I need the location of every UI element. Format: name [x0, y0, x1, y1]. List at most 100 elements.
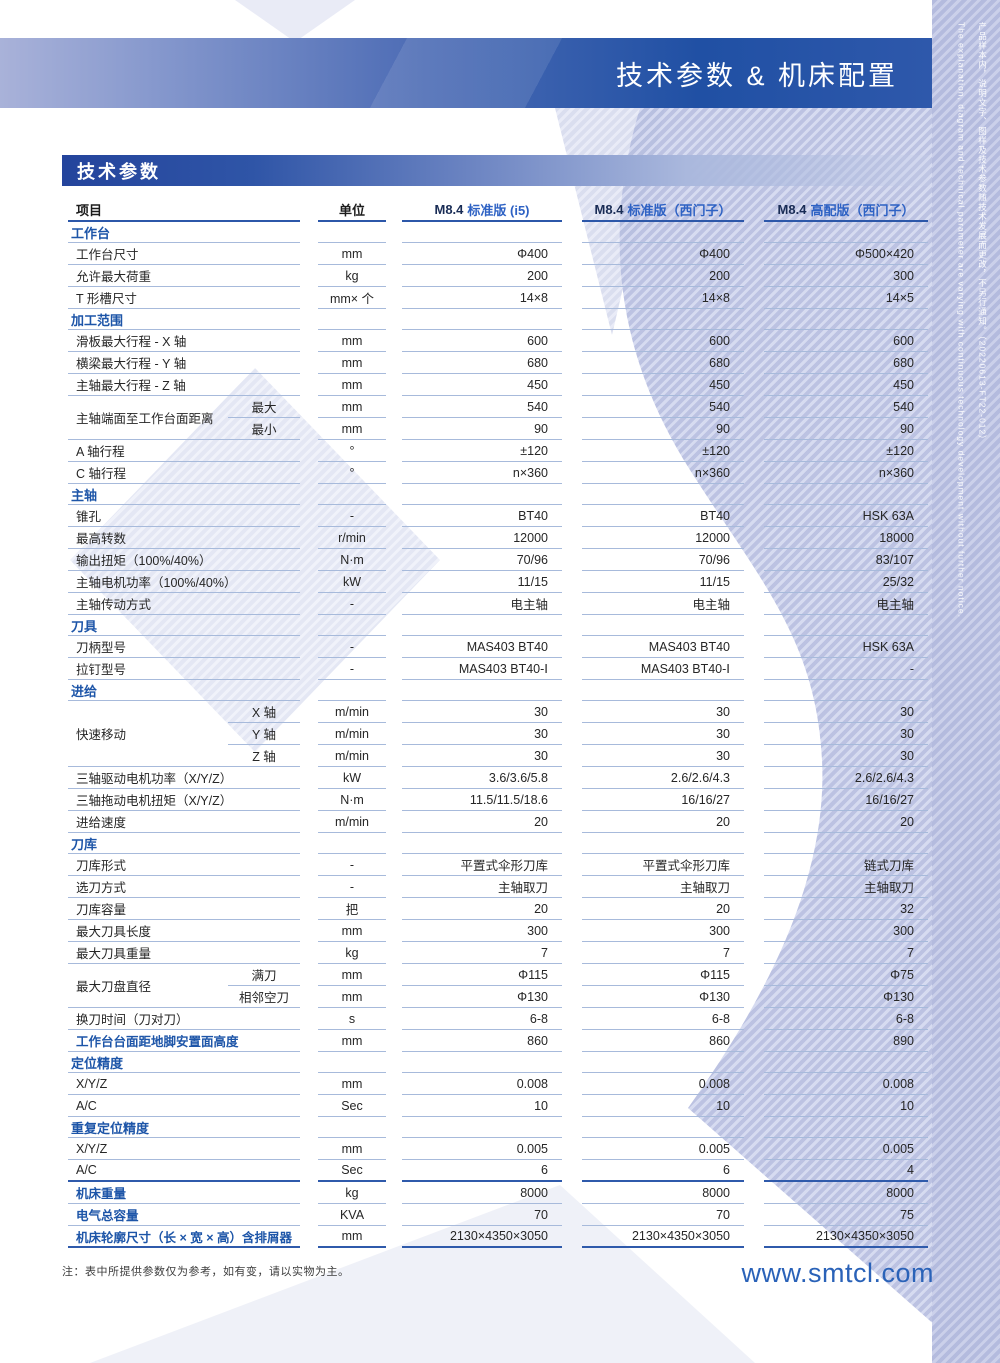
row-label: 三轴拖动电机扭矩（X/Y/Z）: [68, 789, 300, 811]
row-value: 10: [402, 1095, 562, 1117]
section-title-line: [402, 1117, 562, 1138]
row-label: 工作台台面距地脚安置面高度: [68, 1030, 300, 1052]
row-value: Φ130: [402, 986, 562, 1008]
row-value: 14×8: [582, 287, 744, 309]
row-value: 600: [402, 330, 562, 352]
column-header-item: 项目: [68, 199, 300, 222]
row-value: 30: [764, 745, 928, 767]
variant-name: 高配版（西门子）: [810, 203, 915, 218]
row-value: 30: [402, 701, 562, 723]
row-label: A/C: [68, 1095, 300, 1117]
row-sublabel: Z 轴: [228, 745, 300, 767]
section-title-line: [764, 833, 928, 854]
row-unit: Sec: [318, 1095, 386, 1117]
row-value: 12000: [402, 527, 562, 549]
row-label: 电气总容量: [68, 1204, 300, 1226]
row-value: 300: [402, 920, 562, 942]
row-value: BT40: [402, 505, 562, 527]
row-unit: s: [318, 1008, 386, 1030]
row-unit: kg: [318, 1182, 386, 1204]
row-unit: -: [318, 505, 386, 527]
row-value: 300: [764, 265, 928, 287]
row-value: 主轴取刀: [402, 876, 562, 898]
section-title-line: [402, 833, 562, 854]
section-title-line: [318, 615, 386, 636]
row-value: 4: [764, 1160, 928, 1182]
row-value: 14×8: [402, 287, 562, 309]
row-unit: mm: [318, 243, 386, 265]
section-title-line: [764, 680, 928, 701]
row-label: X/Y/Z: [68, 1073, 300, 1095]
row-value: 540: [402, 396, 562, 418]
row-value: 75: [764, 1204, 928, 1226]
row-label: 输出扭矩（100%/40%）: [68, 549, 300, 571]
row-value: 540: [582, 396, 744, 418]
row-value: Φ400: [582, 243, 744, 265]
row-value: 32: [764, 898, 928, 920]
row-unit: mm: [318, 986, 386, 1008]
section-title: 刀库: [68, 833, 300, 854]
section-title-line: [582, 833, 744, 854]
row-value: 6-8: [402, 1008, 562, 1030]
row-value: 90: [582, 418, 744, 440]
section-title-line: [318, 484, 386, 505]
row-value: -: [764, 658, 928, 680]
row-label: 拉钉型号: [68, 658, 300, 680]
row-value: 30: [582, 723, 744, 745]
row-value: 主轴取刀: [582, 876, 744, 898]
row-sublabel: X 轴: [228, 701, 300, 723]
row-value: 30: [764, 723, 928, 745]
row-value: n×360: [582, 462, 744, 484]
row-unit: -: [318, 876, 386, 898]
row-label: 最大刀具长度: [68, 920, 300, 942]
row-unit: m/min: [318, 811, 386, 833]
row-label: 最大刀盘直径: [68, 964, 228, 1008]
row-value: 6-8: [764, 1008, 928, 1030]
row-value: 0.008: [764, 1073, 928, 1095]
section-title-line: [402, 680, 562, 701]
row-unit: mm: [318, 352, 386, 374]
section-bar-title: 技术参数: [77, 161, 161, 182]
row-unit: r/min: [318, 527, 386, 549]
row-value: 450: [582, 374, 744, 396]
column-header-model: M8.4 标准版 (i5): [402, 199, 562, 222]
row-value: 平置式伞形刀库: [582, 854, 744, 876]
row-unit: °: [318, 440, 386, 462]
row-value: 电主轴: [764, 593, 928, 615]
row-unit: mm: [318, 920, 386, 942]
column-header-model: M8.4 高配版（西门子）: [764, 199, 928, 222]
row-value: 450: [764, 374, 928, 396]
row-value: n×360: [764, 462, 928, 484]
row-label: 刀柄型号: [68, 636, 300, 658]
row-unit: kW: [318, 571, 386, 593]
row-value: 70/96: [582, 549, 744, 571]
row-value: 200: [582, 265, 744, 287]
row-label: A 轴行程: [68, 440, 300, 462]
row-unit: kg: [318, 942, 386, 964]
row-value: MAS403 BT40: [582, 636, 744, 658]
row-value: 电主轴: [582, 593, 744, 615]
row-value: n×360: [402, 462, 562, 484]
variant-name: 标准版 (i5): [467, 203, 530, 218]
row-sublabel: 最大: [228, 396, 300, 418]
row-value: 20: [582, 898, 744, 920]
side-note-cn: 产品样本内，说明文字、图样及技术参数随技术发展而更改，不另行通知。（202206…: [977, 22, 988, 445]
row-value: 2130×4350×3050: [764, 1226, 928, 1248]
section-title-line: [764, 1117, 928, 1138]
column-header-model: M8.4 标准版（西门子）: [582, 199, 744, 222]
row-value: 90: [764, 418, 928, 440]
row-value: 18000: [764, 527, 928, 549]
row-label: 允许最大荷重: [68, 265, 300, 287]
section-title-line: [764, 615, 928, 636]
row-value: 0.008: [582, 1073, 744, 1095]
section-title-line: [582, 1052, 744, 1073]
section-title-line: [764, 222, 928, 243]
row-value: Φ400: [402, 243, 562, 265]
row-value: 30: [402, 745, 562, 767]
row-value: Φ115: [582, 964, 744, 986]
row-value: 14×5: [764, 287, 928, 309]
row-unit: mm: [318, 964, 386, 986]
row-label: 最高转数: [68, 527, 300, 549]
row-unit: °: [318, 462, 386, 484]
row-value: Φ115: [402, 964, 562, 986]
